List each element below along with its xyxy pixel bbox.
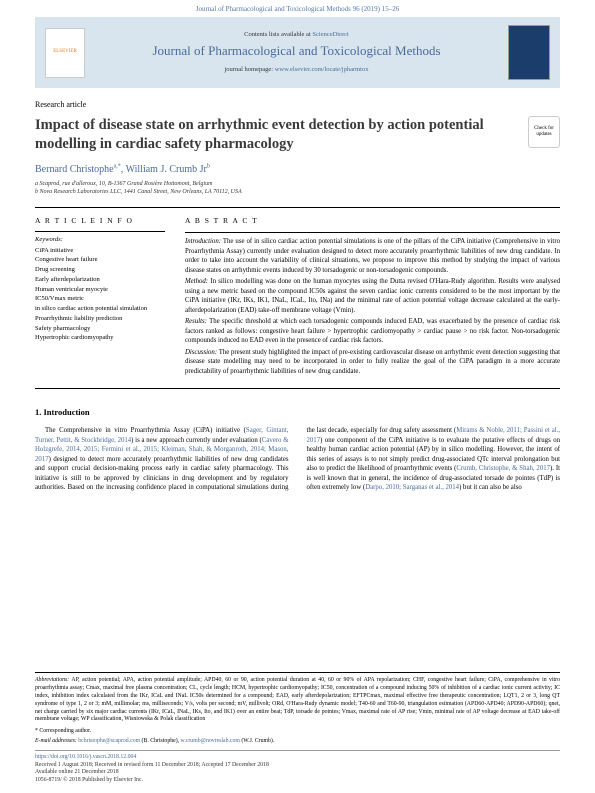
abbrev-text: AP, action potential; APA, action potent… xyxy=(35,677,560,722)
contents-line: Contents lists available at ScienceDirec… xyxy=(85,31,508,39)
email-label: E-mail addresses: xyxy=(35,738,78,744)
dates: Received 1 August 2018; Received in revi… xyxy=(35,762,560,770)
abbreviations: Abbreviations: AP, action potential; APA… xyxy=(35,672,560,724)
email-2-who: (W.J. Crumb). xyxy=(240,738,274,744)
intro-body: The Comprehensive in vitro Proarrhythmia… xyxy=(35,426,560,493)
abstract-intro-label: Introduction: xyxy=(185,238,221,245)
journal-banner: ELSEVIER Contents lists available at Sci… xyxy=(35,17,560,88)
intro-head: 1. Introduction xyxy=(35,407,560,418)
article-title: Impact of disease state on arrhythmic ev… xyxy=(35,116,520,152)
journal-name: Journal of Pharmacological and Toxicolog… xyxy=(85,43,508,60)
abstract-results-label: Results: xyxy=(185,318,207,325)
elsevier-logo: ELSEVIER xyxy=(45,28,85,78)
banner-text: Contents lists available at ScienceDirec… xyxy=(85,31,508,75)
homepage-line: journal homepage: www.elsevier.com/locat… xyxy=(85,66,508,74)
abbrev-label: Abbreviations: xyxy=(35,677,69,683)
article-info: A R T I C L E I N F O Keywords: CiPA ini… xyxy=(35,216,165,379)
corresponding-author: * Corresponding author. xyxy=(35,728,560,736)
abstract-results: The specific threshold at which each tor… xyxy=(185,318,560,344)
abstract-intro: The use of in silico cardiac action pote… xyxy=(185,238,560,274)
author-2: , William J. Crumb Jr xyxy=(121,164,207,175)
footer: Abbreviations: AP, action potential; APA… xyxy=(35,672,560,785)
abstract-discussion-label: Discussion: xyxy=(185,349,217,356)
abstract-divider xyxy=(185,232,560,233)
affiliation-b: b Nova Research Laboratories LLC, 1441 C… xyxy=(35,188,560,196)
emails: E-mail addresses: bchristophe@scaprod.co… xyxy=(35,738,560,746)
abstract-method-label: Method: xyxy=(185,278,208,285)
abstract-head: A B S T R A C T xyxy=(185,216,560,227)
article-type: Research article xyxy=(35,100,560,110)
homepage-link[interactable]: www.elsevier.com/locate/jpharmtox xyxy=(275,66,369,73)
keywords-list: CiPA initiativeCongestive heart failureD… xyxy=(35,246,165,344)
doi-link[interactable]: https://doi.org/10.1016/j.vascn.2018.12.… xyxy=(35,750,560,762)
affiliations: a Scaprod, rue d'alleroux, 10, B-1367 Gr… xyxy=(35,180,560,197)
author-1-sup: a,* xyxy=(114,163,121,169)
sciencedirect-link[interactable]: ScienceDirect xyxy=(312,31,348,38)
abstract: A B S T R A C T Introduction: The use of… xyxy=(185,216,560,379)
affiliation-a: a Scaprod, rue d'alleroux, 10, B-1367 Gr… xyxy=(35,180,560,188)
info-divider xyxy=(35,231,165,232)
contents-text: Contents lists available at xyxy=(244,31,312,38)
author-1: Bernard Christophe xyxy=(35,164,114,175)
email-1[interactable]: bchristophe@scaprod.com xyxy=(78,738,140,744)
email-2[interactable]: w.crumb@novreslab.com xyxy=(181,738,240,744)
email-1-who: (B. Christophe), xyxy=(140,738,180,744)
authors: Bernard Christophea,*, William J. Crumb … xyxy=(35,163,560,176)
article-info-head: A R T I C L E I N F O xyxy=(35,216,165,226)
copyright: 1056-8719/ © 2018 Published by Elsevier … xyxy=(35,777,560,785)
homepage-text: journal homepage: xyxy=(225,66,275,73)
introduction-section: 1. Introduction The Comprehensive in vit… xyxy=(35,407,560,493)
journal-cover-thumb xyxy=(508,25,550,80)
check-updates-badge[interactable]: Check for updates xyxy=(528,116,560,148)
citation-header: Journal of Pharmacological and Toxicolog… xyxy=(0,0,595,17)
divider xyxy=(35,207,560,208)
keywords-label: Keywords: xyxy=(35,236,165,244)
author-2-sup: b xyxy=(207,163,210,169)
abstract-method: In silico modelling was done on the huma… xyxy=(185,278,560,314)
abstract-discussion: The present study highlighted the impact… xyxy=(185,349,560,375)
divider-2 xyxy=(35,388,560,389)
